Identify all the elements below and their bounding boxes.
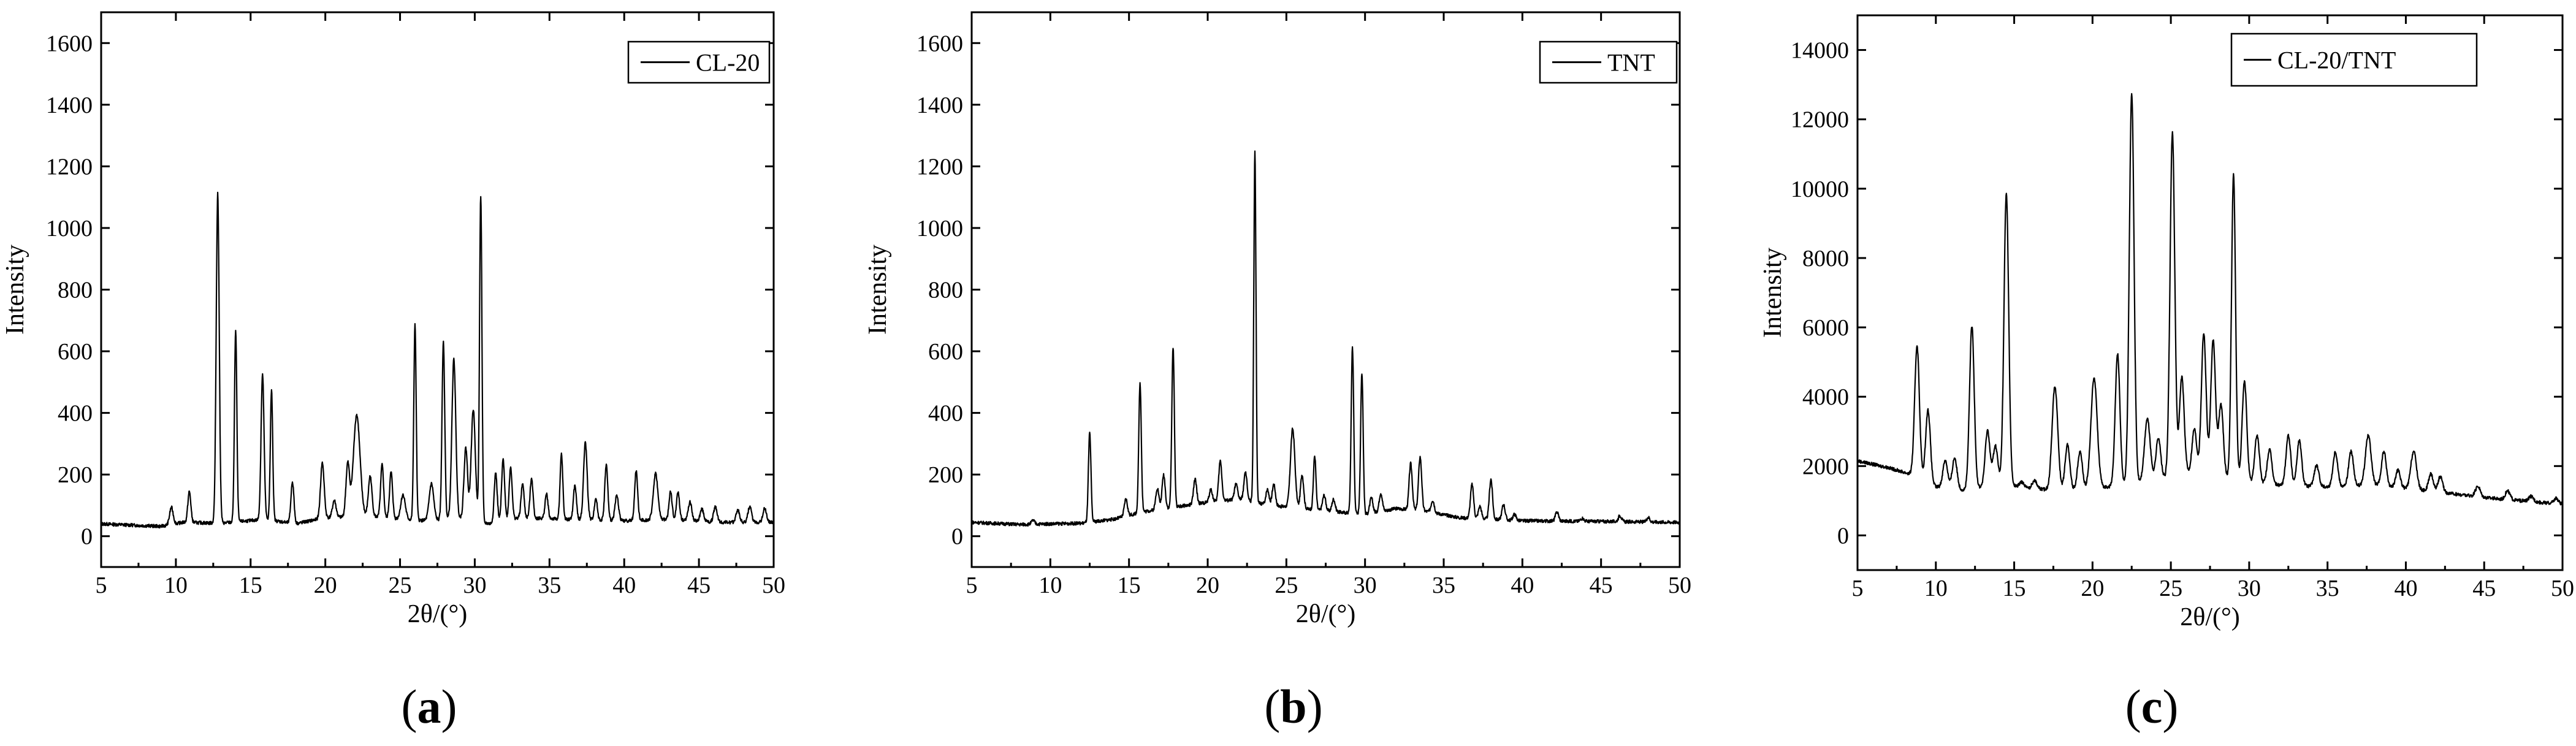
series-line xyxy=(101,191,774,529)
y-tick-label: 600 xyxy=(58,339,93,365)
y-tick-label: 1400 xyxy=(46,93,93,118)
panel-b: 5 10 15 20 25 30 35 40 45 50 0 200 400 600 800 1000 1200… xyxy=(858,0,1717,746)
x-tick-label: 50 xyxy=(2551,576,2574,601)
x-tick-label: 40 xyxy=(612,573,636,598)
panel-a: 5 10 15 20 25 30 35 40 45 50 0 200 400 600 800 1000 1200… xyxy=(0,0,858,746)
x-tick-label: 20 xyxy=(1196,573,1219,598)
y-tick-label: 200 xyxy=(928,462,963,488)
y-tick-label: 800 xyxy=(58,278,93,303)
y-axis-label: Intensity xyxy=(864,245,892,335)
y-tick-label: 4000 xyxy=(1802,384,1849,410)
x-tick-label: 20 xyxy=(2081,576,2104,601)
legend-entry: CL-20 xyxy=(696,49,760,77)
y-tick-label: 1200 xyxy=(46,154,93,180)
y-tick-label: 1000 xyxy=(46,216,93,242)
legend-entry: CL-20/TNT xyxy=(2277,47,2396,74)
y-tick-label: 400 xyxy=(928,401,963,427)
y-tick-label: 14000 xyxy=(1791,38,1849,64)
x-tick-label: 35 xyxy=(538,573,561,598)
y-tick-label: 400 xyxy=(58,401,93,427)
y-tick-label: 0 xyxy=(81,524,93,550)
x-tick-label: 35 xyxy=(1432,573,1455,598)
x-tick-label: 25 xyxy=(389,573,412,598)
x-tick-label: 5 xyxy=(966,573,978,598)
y-axis-label: Intensity xyxy=(1759,248,1787,338)
y-tick-label: 1400 xyxy=(916,93,963,118)
x-tick-label: 15 xyxy=(2003,576,2026,601)
x-tick-label: 15 xyxy=(239,573,262,598)
x-tick-label: 30 xyxy=(463,573,486,598)
y-tick-label: 0 xyxy=(951,524,963,550)
chart-cl20: 5 10 15 20 25 30 35 40 45 50 0 200 400 600 800 1000 1200… xyxy=(1,11,785,628)
y-tick-label: 12000 xyxy=(1791,107,1849,133)
x-axis-label: 2θ/(°) xyxy=(1296,600,1356,628)
x-axis-label: 2θ/(°) xyxy=(408,600,468,628)
y-tick-label: 1200 xyxy=(916,154,963,180)
plot-frame xyxy=(100,11,775,568)
x-tick-label: 10 xyxy=(1038,573,1062,598)
y-tick-label: 0 xyxy=(1837,523,1849,549)
x-tick-label: 45 xyxy=(2472,576,2496,601)
x-tick-label: 20 xyxy=(314,573,337,598)
x-tick-label: 5 xyxy=(1852,576,1864,601)
legend-box xyxy=(1539,40,1678,84)
legend-box xyxy=(2230,32,2478,87)
chart-cl20-tnt: 5 10 15 20 25 30 35 40 45 50 0 2000 4000 6000 8000 1000… xyxy=(1759,14,2574,631)
series-line xyxy=(971,150,1680,527)
y-tick-label: 10000 xyxy=(1791,177,1849,202)
x-tick-label: 35 xyxy=(2316,576,2339,601)
x-tick-label: 50 xyxy=(1668,573,1691,598)
panel-caption-c: (c) xyxy=(2125,680,2179,733)
y-tick-label: 600 xyxy=(928,339,963,365)
series-line xyxy=(1856,93,2563,506)
y-tick-label: 8000 xyxy=(1802,246,1849,272)
x-tick-label: 30 xyxy=(1354,573,1377,598)
y-tick-label: 200 xyxy=(58,462,93,488)
y-axis-label: Intensity xyxy=(1,245,29,335)
x-tick-label: 30 xyxy=(2238,576,2261,601)
plot-frame xyxy=(1856,14,2564,571)
x-tick-label: 40 xyxy=(1511,573,1534,598)
panel-caption-a: (a) xyxy=(401,680,457,733)
x-tick-label: 45 xyxy=(687,573,711,598)
y-tick-label: 1600 xyxy=(46,31,93,56)
chart-tnt: 5 10 15 20 25 30 35 40 45 50 0 200 400 600 800 1000 1200… xyxy=(864,11,1691,628)
x-tick-label: 25 xyxy=(1275,573,1298,598)
y-tick-label: 800 xyxy=(928,278,963,303)
y-tick-label: 1000 xyxy=(916,216,963,242)
x-tick-label: 40 xyxy=(2394,576,2417,601)
x-tick-label: 10 xyxy=(1924,576,1948,601)
plot-frame xyxy=(970,11,1681,568)
y-tick-label: 1600 xyxy=(916,31,963,56)
x-tick-label: 45 xyxy=(1590,573,1613,598)
panel-caption-b: (b) xyxy=(1264,680,1323,733)
y-tick-label: 6000 xyxy=(1802,315,1849,341)
y-tick-label: 2000 xyxy=(1802,454,1849,479)
x-tick-label: 10 xyxy=(164,573,188,598)
x-axis-label: 2θ/(°) xyxy=(2180,603,2240,631)
x-tick-label: 50 xyxy=(762,573,785,598)
x-tick-label: 15 xyxy=(1118,573,1141,598)
legend-entry: TNT xyxy=(1607,49,1655,77)
x-tick-label: 5 xyxy=(96,573,107,598)
panel-c: 5 10 15 20 25 30 35 40 45 50 0 2000 4000 6000 8000 1000… xyxy=(1717,0,2576,746)
x-tick-label: 25 xyxy=(2159,576,2182,601)
